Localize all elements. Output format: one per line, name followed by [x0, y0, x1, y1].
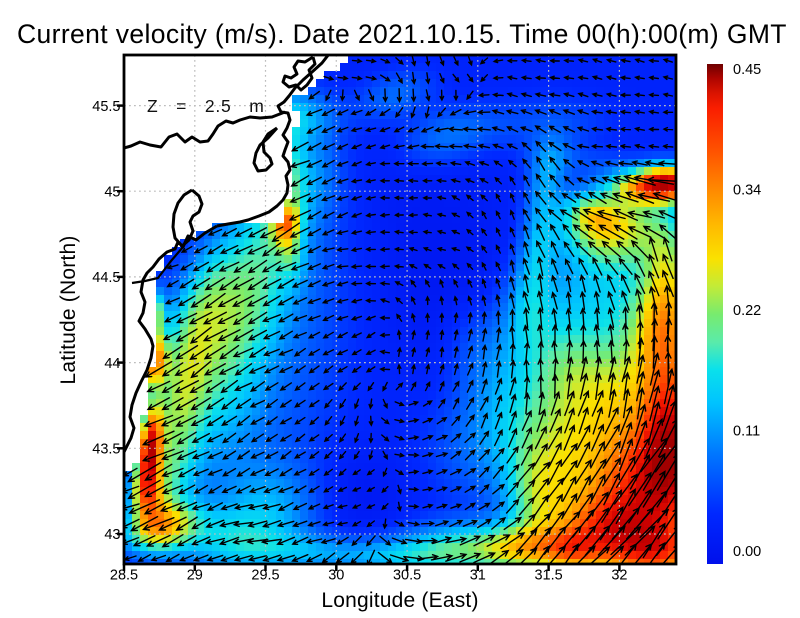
svg-text:0.00: 0.00 — [733, 544, 761, 560]
svg-text:Latitude (North): Latitude (North) — [57, 235, 80, 384]
svg-text:30.5: 30.5 — [393, 568, 421, 584]
svg-text:31: 31 — [470, 568, 486, 584]
svg-text:Z = 2.5 m: Z = 2.5 m — [147, 96, 265, 116]
svg-text:43: 43 — [104, 527, 120, 543]
svg-text:30: 30 — [328, 568, 344, 584]
svg-text:29: 29 — [187, 568, 203, 584]
svg-text:0.34: 0.34 — [733, 183, 761, 199]
svg-text:28.5: 28.5 — [110, 568, 138, 584]
svg-text:31.5: 31.5 — [534, 568, 562, 584]
svg-text:43.5: 43.5 — [92, 442, 120, 458]
svg-text:Longitude (East): Longitude (East) — [321, 589, 478, 612]
svg-text:0.11: 0.11 — [733, 424, 760, 440]
svg-text:44.5: 44.5 — [92, 270, 120, 286]
svg-text:29.5: 29.5 — [251, 568, 279, 584]
svg-text:Current velocity (m/s). Date 2: Current velocity (m/s). Date 2021.10.15.… — [17, 19, 787, 49]
svg-text:45: 45 — [104, 184, 120, 200]
svg-text:44: 44 — [104, 356, 120, 372]
svg-text:32: 32 — [611, 568, 627, 584]
svg-text:0.22: 0.22 — [733, 303, 761, 319]
svg-text:0.45: 0.45 — [733, 62, 761, 78]
svg-text:45.5: 45.5 — [92, 99, 120, 115]
